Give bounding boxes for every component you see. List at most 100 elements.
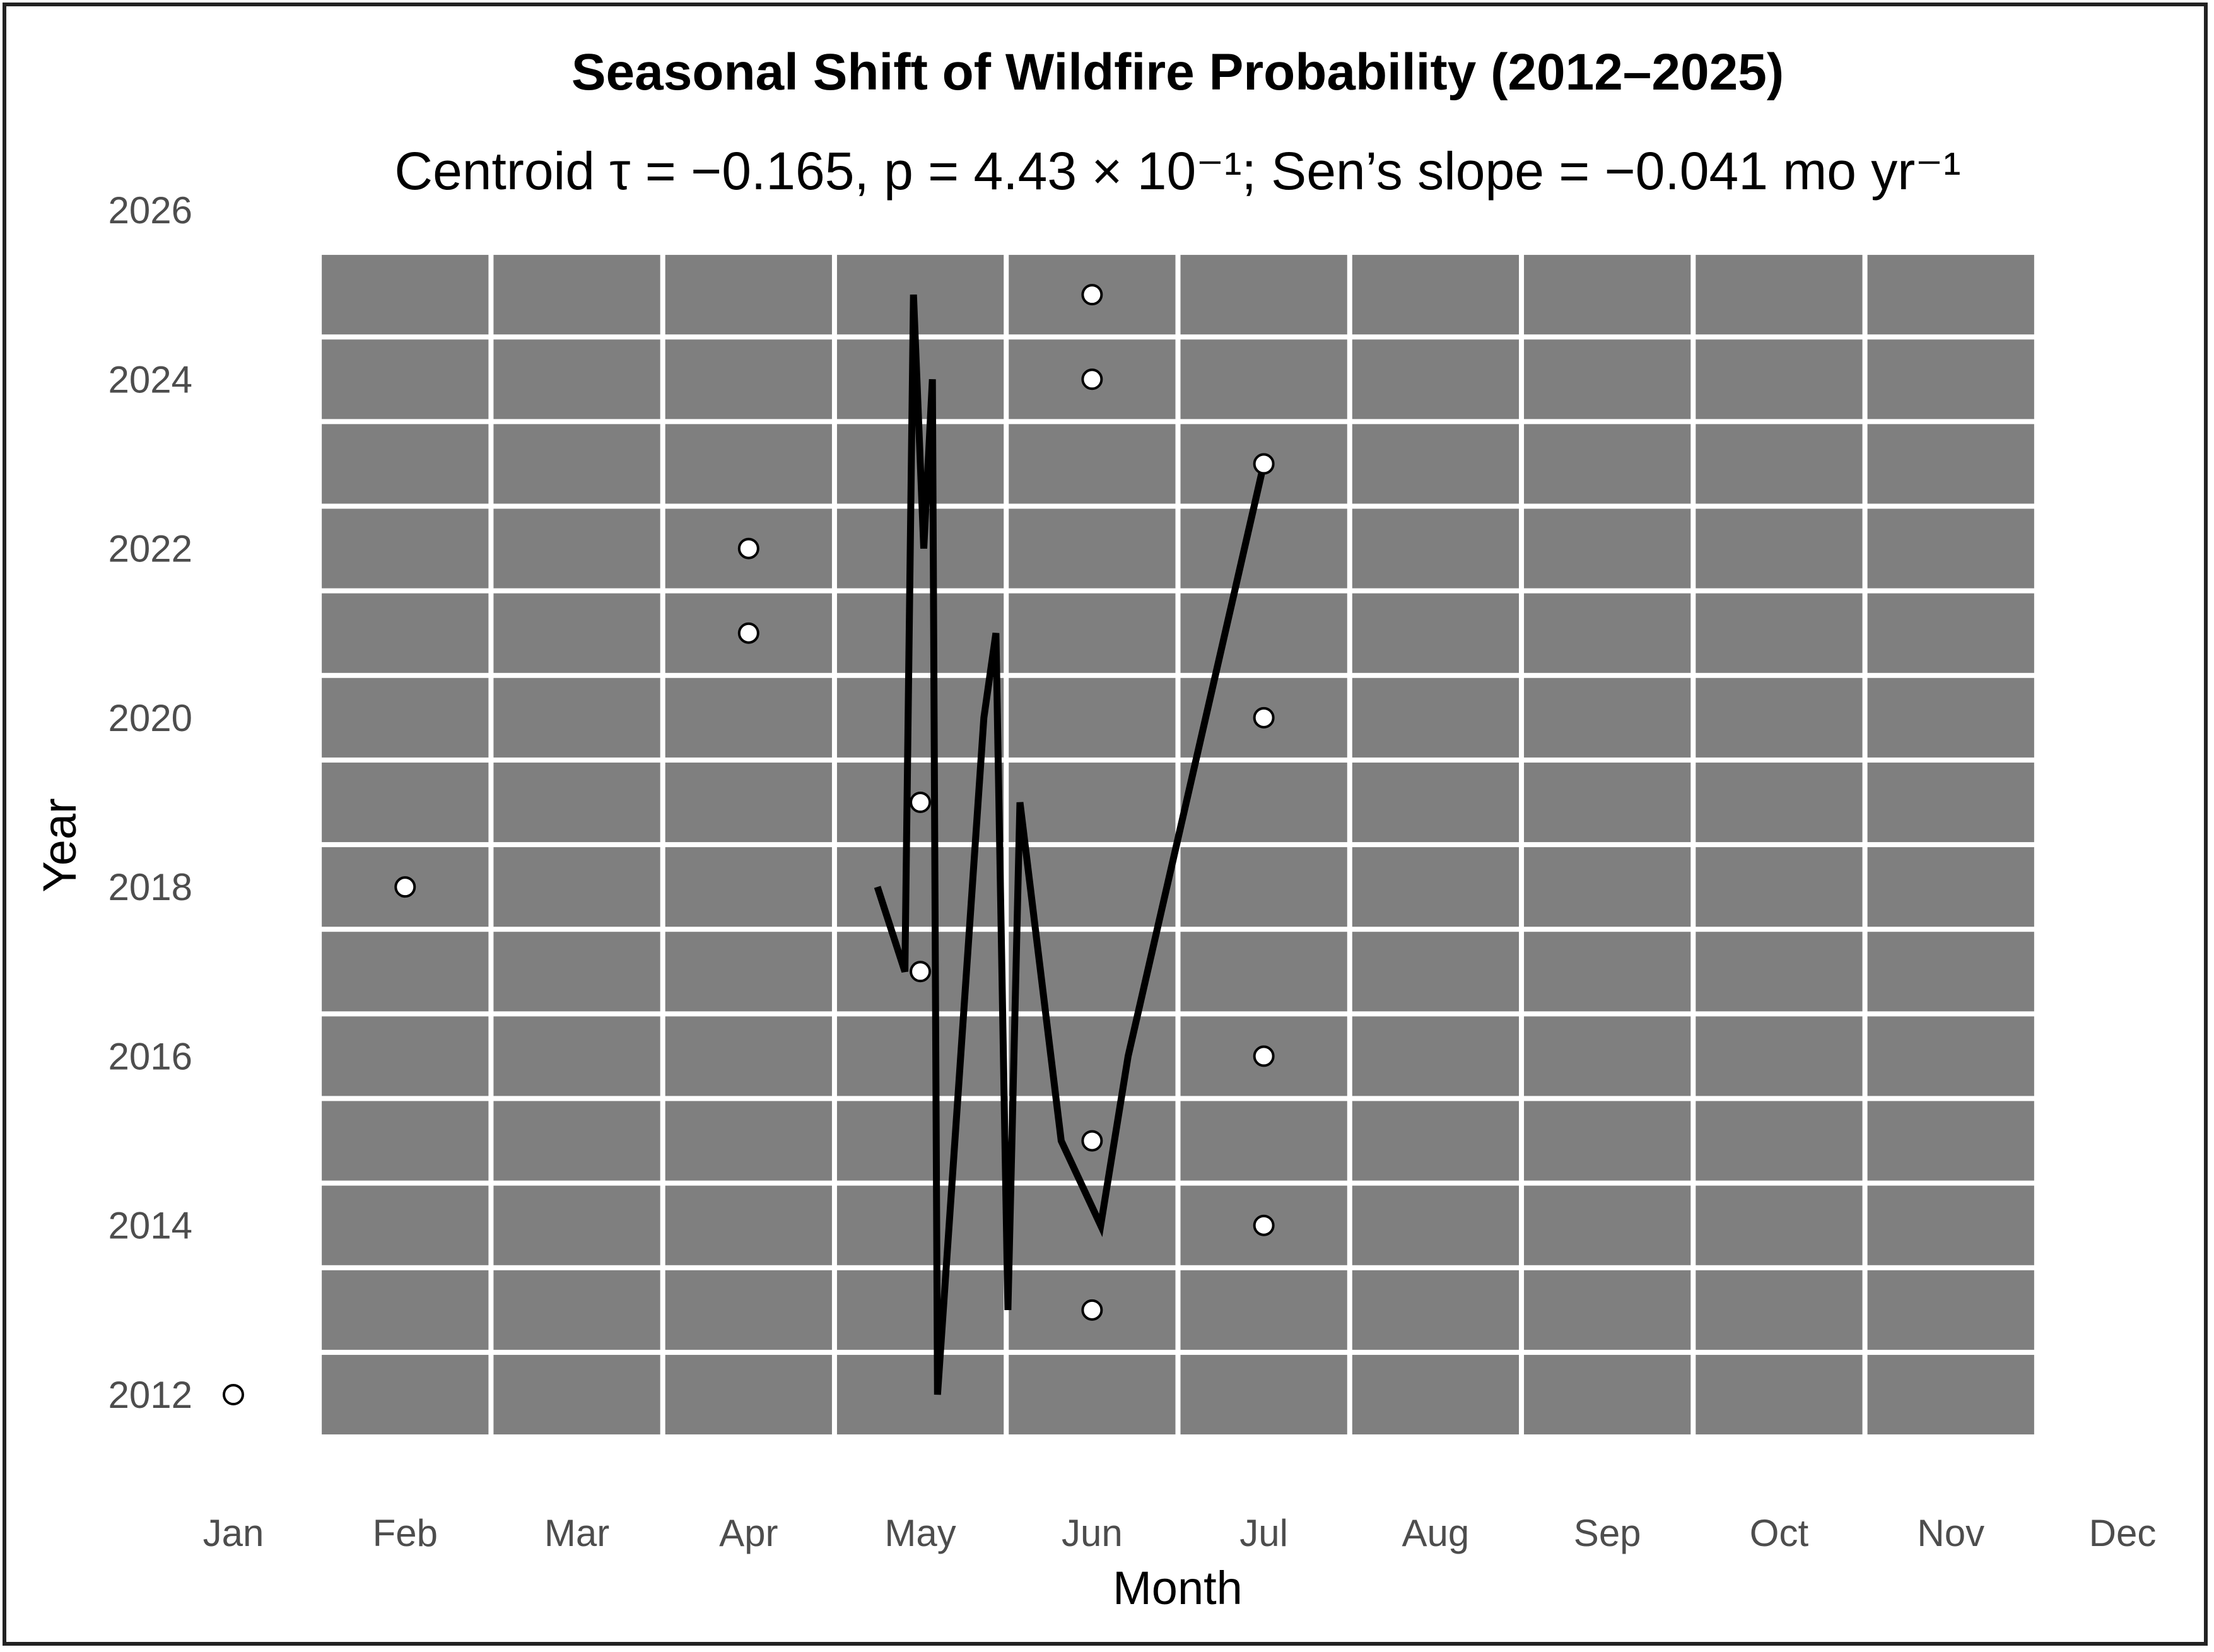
panel-tile xyxy=(322,1270,489,1350)
data-point xyxy=(1081,1130,1103,1152)
panel-tile xyxy=(1696,1185,1863,1265)
panel-tile xyxy=(1180,932,1347,1012)
panel-tile xyxy=(1352,593,1520,673)
x-tick-label: Jan xyxy=(203,1512,264,1554)
panel-tile xyxy=(1009,424,1176,504)
panel-tile xyxy=(493,508,660,589)
panel-tile xyxy=(1696,677,1863,758)
panel-tile xyxy=(1867,932,2034,1012)
panel-tile xyxy=(1867,255,2034,335)
panel-tile xyxy=(1009,1354,1176,1435)
y-tick-label: 2022 xyxy=(108,528,192,570)
panel-tile xyxy=(1352,847,1520,927)
panel-tile xyxy=(493,762,660,843)
x-axis-label: Month xyxy=(1113,1562,1243,1614)
panel-tile xyxy=(1524,424,1691,504)
panel-tile xyxy=(322,1016,489,1096)
panel-tile xyxy=(1180,1101,1347,1181)
panel-tile xyxy=(665,339,832,419)
panel-tile xyxy=(1867,847,2034,927)
panel-tile xyxy=(1867,339,2034,419)
panel-tile xyxy=(1696,1016,1863,1096)
chart-subtitle: Centroid τ = −0.165, p = 4.43 × 10⁻¹; Se… xyxy=(394,141,1960,201)
panel-tile xyxy=(493,847,660,927)
data-point xyxy=(1081,368,1103,390)
panel-tile xyxy=(322,762,489,843)
panel-tile xyxy=(493,1016,660,1096)
panel-tile xyxy=(1524,1354,1691,1435)
panel-tile xyxy=(1180,847,1347,927)
data-point xyxy=(1253,453,1275,475)
data-point xyxy=(910,961,932,983)
panel-tile xyxy=(1352,339,1520,419)
panel-tile xyxy=(665,1354,832,1435)
panel-tile xyxy=(1180,1354,1347,1435)
panel-tile xyxy=(322,593,489,673)
panel-tile xyxy=(493,932,660,1012)
panel-tile xyxy=(665,1185,832,1265)
panel-tile xyxy=(1696,762,1863,843)
data-point xyxy=(910,792,932,813)
panel-tile xyxy=(1352,1185,1520,1265)
y-tick-label: 2018 xyxy=(108,866,192,908)
panel-tile xyxy=(1009,1185,1176,1265)
data-point xyxy=(1253,706,1275,729)
points-layer xyxy=(223,284,1275,1405)
panel-tile xyxy=(1524,677,1691,758)
x-tick-label: Apr xyxy=(719,1512,778,1554)
panel-tile xyxy=(1524,847,1691,927)
panel-tile xyxy=(1180,1270,1347,1350)
panel-tile xyxy=(1524,255,1691,335)
x-tick-label: Aug xyxy=(1402,1512,1470,1554)
x-tick-label: Jul xyxy=(1239,1512,1288,1554)
panel-tile xyxy=(836,677,1004,758)
panel-tile xyxy=(1696,1101,1863,1181)
x-axis-ticks: Jan Feb Mar Apr May Jun Jul Aug Sep Oct Nov Dec xyxy=(203,1512,2157,1554)
panel-tile xyxy=(1524,1016,1691,1096)
x-tick-label: Mar xyxy=(544,1512,609,1554)
panel-tile xyxy=(1696,339,1863,419)
panel-tile xyxy=(665,255,832,335)
panel-tile xyxy=(1180,593,1347,673)
panel-tile xyxy=(1009,1016,1176,1096)
panel-tile xyxy=(836,1270,1004,1350)
panel-tile xyxy=(493,1354,660,1435)
panel-tile xyxy=(836,1185,1004,1265)
data-point xyxy=(1081,284,1103,306)
y-tick-label: 2020 xyxy=(108,697,192,739)
panel-tile xyxy=(493,255,660,335)
y-tick-label: 2026 xyxy=(108,189,192,231)
panel-tile xyxy=(1352,1101,1520,1181)
panel-tile xyxy=(1352,932,1520,1012)
panel-tile xyxy=(1180,255,1347,335)
panel-tile xyxy=(1524,762,1691,843)
panel-tile xyxy=(1524,1101,1691,1181)
panel-tile xyxy=(322,255,489,335)
panel-tile xyxy=(1524,339,1691,419)
panel-tile xyxy=(322,677,489,758)
panel-tile xyxy=(1696,1270,1863,1350)
panel-tile xyxy=(665,932,832,1012)
panel-tile xyxy=(836,1016,1004,1096)
panel-tile xyxy=(1867,424,2034,504)
data-point xyxy=(1253,1214,1275,1236)
panel-tile xyxy=(1352,424,1520,504)
panel-tile xyxy=(322,932,489,1012)
panel-tile xyxy=(836,1354,1004,1435)
panel-tile xyxy=(1180,762,1347,843)
y-tick-label: 2014 xyxy=(108,1205,192,1247)
x-tick-label: Nov xyxy=(1917,1512,1984,1554)
x-tick-label: Dec xyxy=(2089,1512,2157,1554)
panel-tile xyxy=(665,1270,832,1350)
panel-tile xyxy=(1352,255,1520,335)
panel-tile xyxy=(1696,508,1863,589)
panel-tile xyxy=(493,593,660,673)
y-axis-ticks: 2012 2014 2016 2018 2020 2022 2024 2026 xyxy=(108,189,192,1416)
x-tick-label: Feb xyxy=(373,1512,438,1554)
panel-tile xyxy=(1352,1354,1520,1435)
data-point xyxy=(1081,1299,1103,1321)
panel-tile xyxy=(1696,593,1863,673)
panel-tile xyxy=(1696,932,1863,1012)
panel-tile xyxy=(1696,255,1863,335)
panel-tile xyxy=(665,424,832,504)
